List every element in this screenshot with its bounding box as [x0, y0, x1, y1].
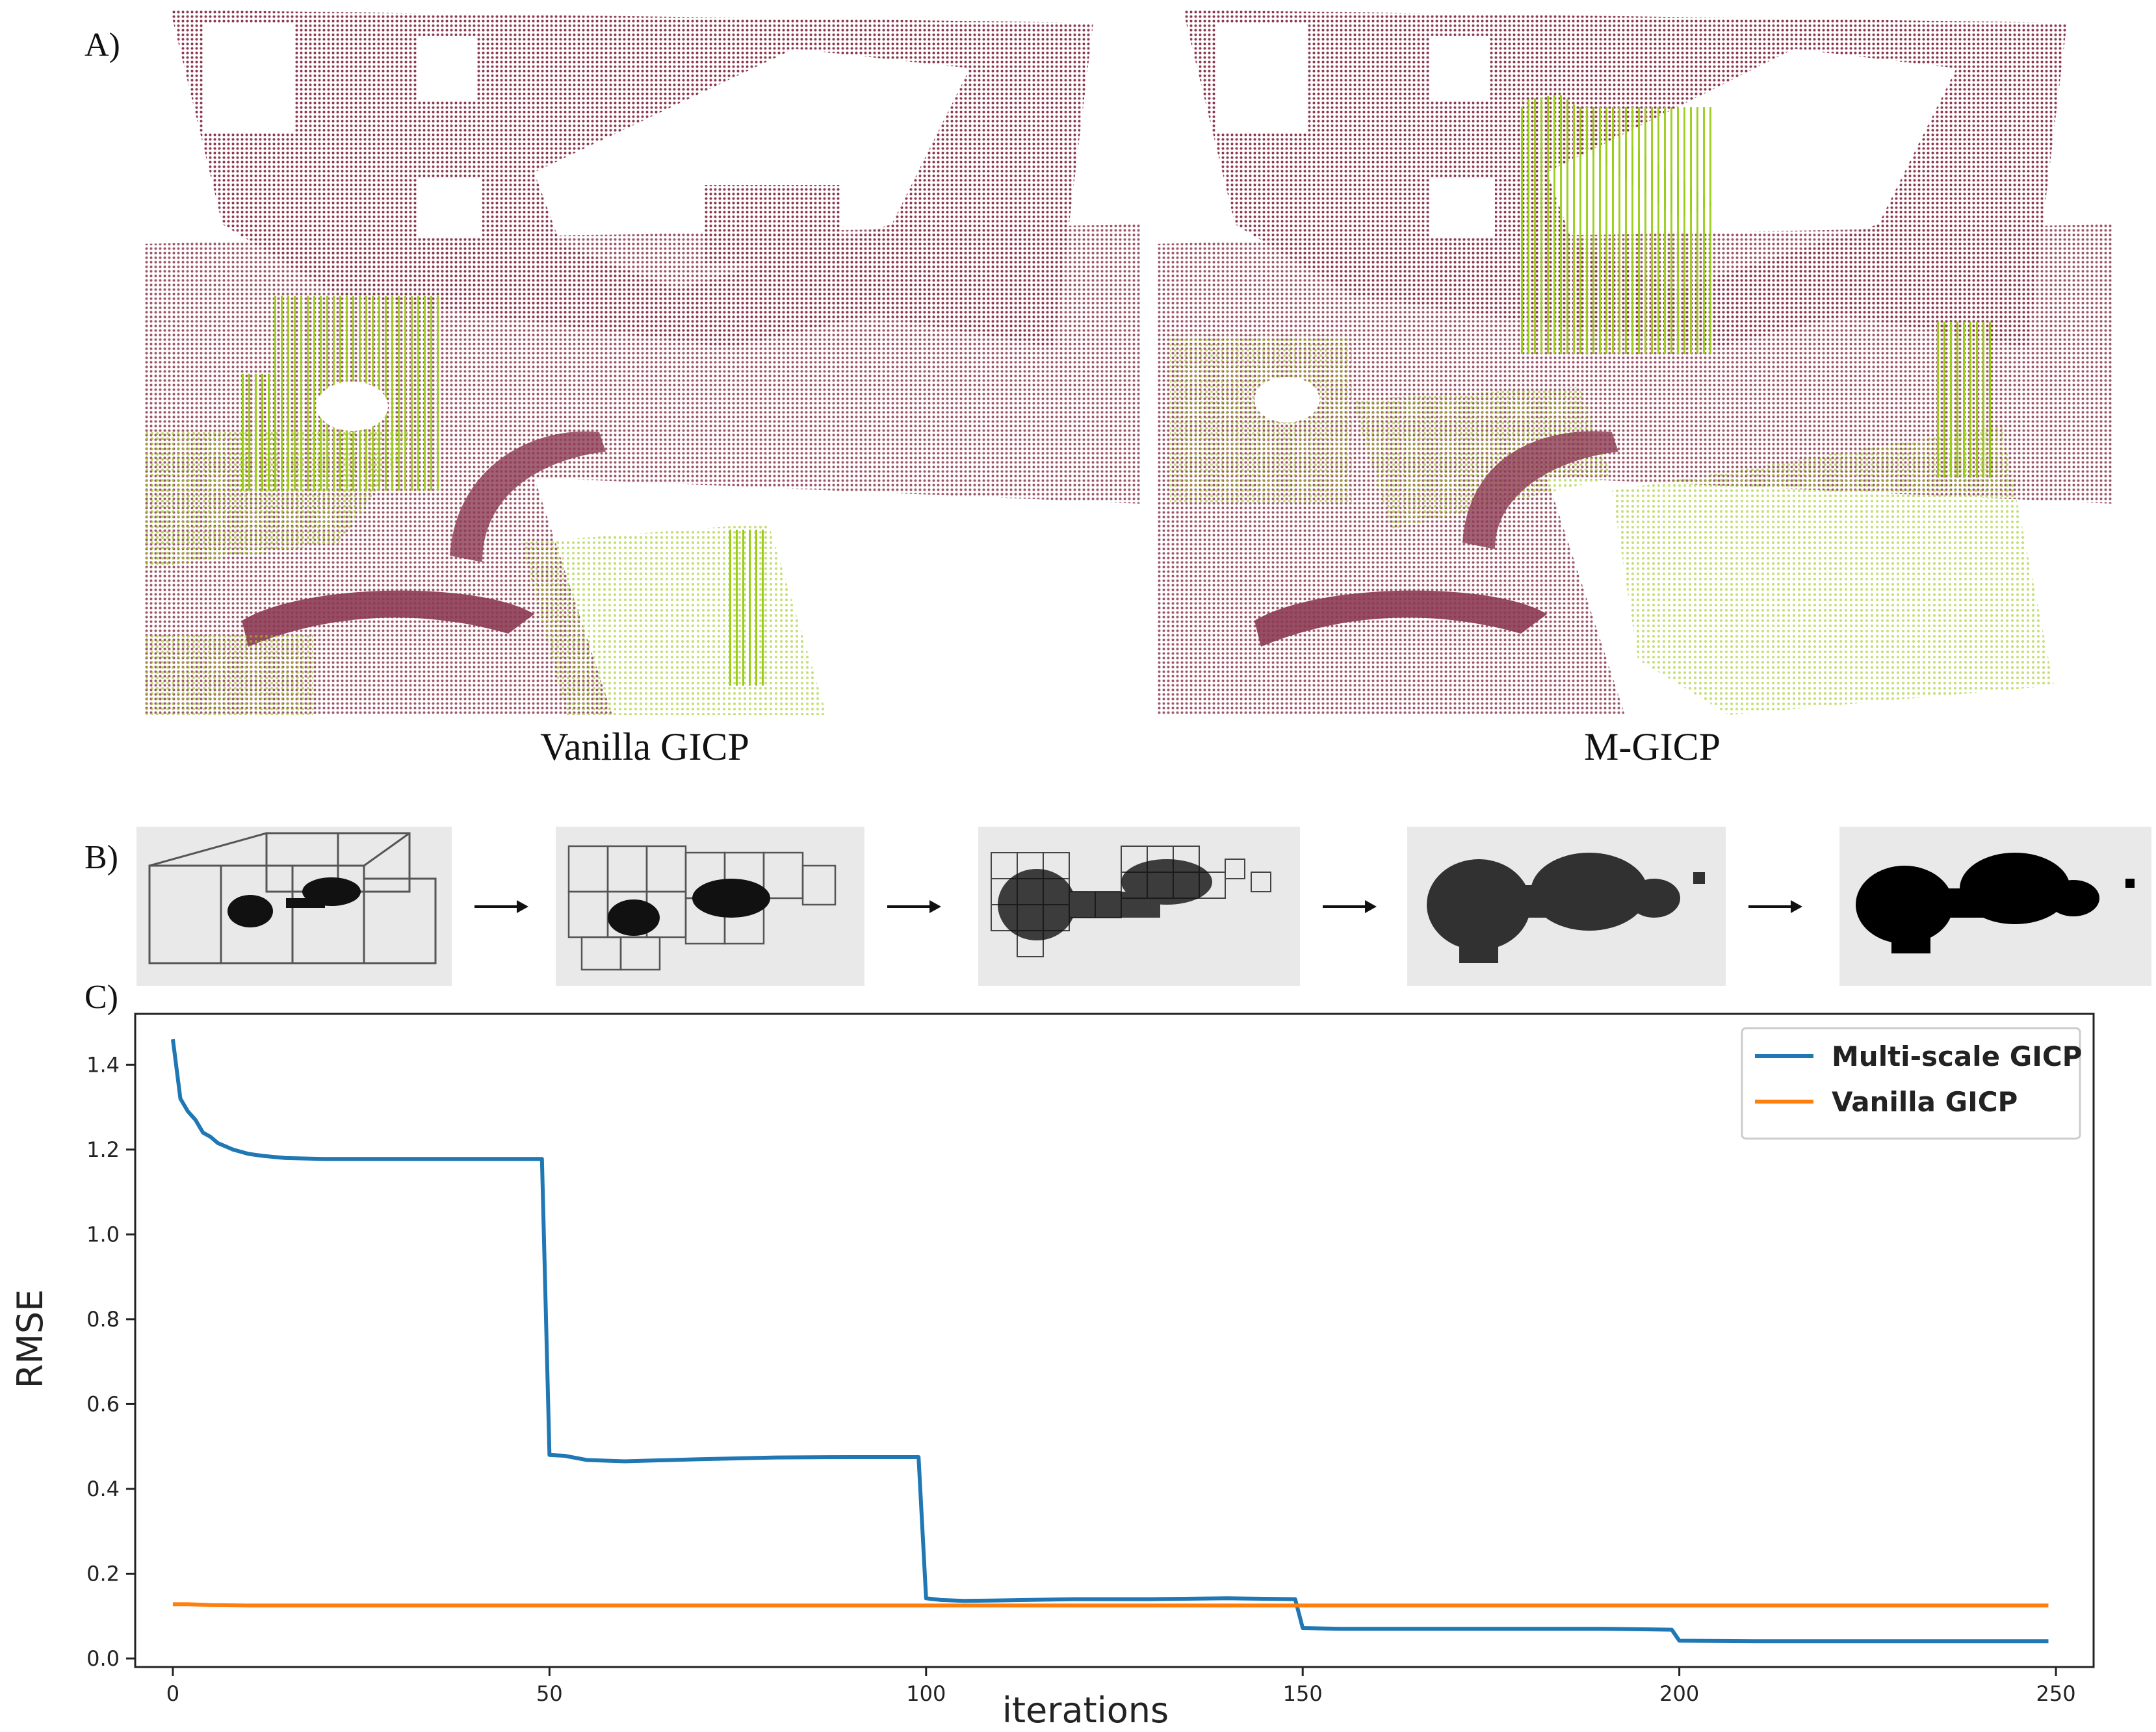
y-tick-label: 0.0 — [86, 1646, 120, 1671]
voxel-stage-4 — [1407, 827, 1726, 986]
rmse-chart: 0.0 0.2 0.4 0.6 0.8 1.0 1.2 1.4 0 50 100 150 200 250… — [10, 1013, 2095, 1731]
panel-a-label: A) — [84, 27, 120, 64]
x-tick-label: 50 — [536, 1681, 563, 1706]
x-axis-title: iterations — [1002, 1690, 1169, 1731]
arrow-right-icon — [474, 900, 528, 913]
voxel-stage-3 — [978, 827, 1300, 986]
arrow-right-icon — [887, 900, 941, 913]
y-tick-label: 0.8 — [86, 1307, 120, 1332]
x-axis: 0 50 100 150 200 250 — [166, 1667, 2076, 1706]
arrow-right-icon — [1323, 900, 1377, 913]
series-line-vanilla-gicp — [172, 1602, 2049, 1608]
x-tick-label: 200 — [1659, 1681, 1699, 1706]
x-tick-label: 250 — [2036, 1681, 2076, 1706]
x-tick-label: 150 — [1283, 1681, 1323, 1706]
x-tick-label: 100 — [906, 1681, 946, 1706]
m-gicp-point-cloud — [1157, 10, 2112, 715]
voxel-stage-5 — [1839, 827, 2151, 986]
legend-box — [1741, 1027, 2081, 1140]
m-gicp-caption: M-GICP — [1583, 725, 1721, 768]
panel-c-label: C) — [84, 979, 118, 1016]
legend-label-vanilla: Vanilla GICP — [1832, 1086, 2018, 1118]
y-tick-label: 0.4 — [86, 1477, 120, 1501]
y-axis-title: RMSE — [10, 1289, 51, 1389]
panel-b-label: B) — [84, 839, 118, 876]
y-tick-label: 0.6 — [86, 1391, 120, 1416]
vanilla-gicp-point-cloud — [144, 10, 1141, 715]
x-tick-label: 0 — [166, 1681, 179, 1706]
series-line-multi-scale-gicp — [170, 1039, 2049, 1644]
y-tick-label: 1.2 — [86, 1137, 120, 1162]
voxel-stage-1 — [136, 827, 452, 986]
plot-frame — [134, 1013, 2095, 1668]
voxel-stage-2 — [556, 827, 864, 986]
y-tick-label: 1.0 — [86, 1222, 120, 1247]
y-tick-label: 1.4 — [86, 1052, 120, 1077]
y-tick-label: 0.2 — [86, 1561, 120, 1586]
arrow-right-icon — [1748, 900, 1802, 913]
y-axis: 0.0 0.2 0.4 0.6 0.8 1.0 1.2 1.4 — [86, 1052, 135, 1671]
legend-label-multi-scale: Multi-scale GICP — [1832, 1040, 2082, 1072]
vanilla-gicp-caption: Vanilla GICP — [540, 725, 749, 768]
